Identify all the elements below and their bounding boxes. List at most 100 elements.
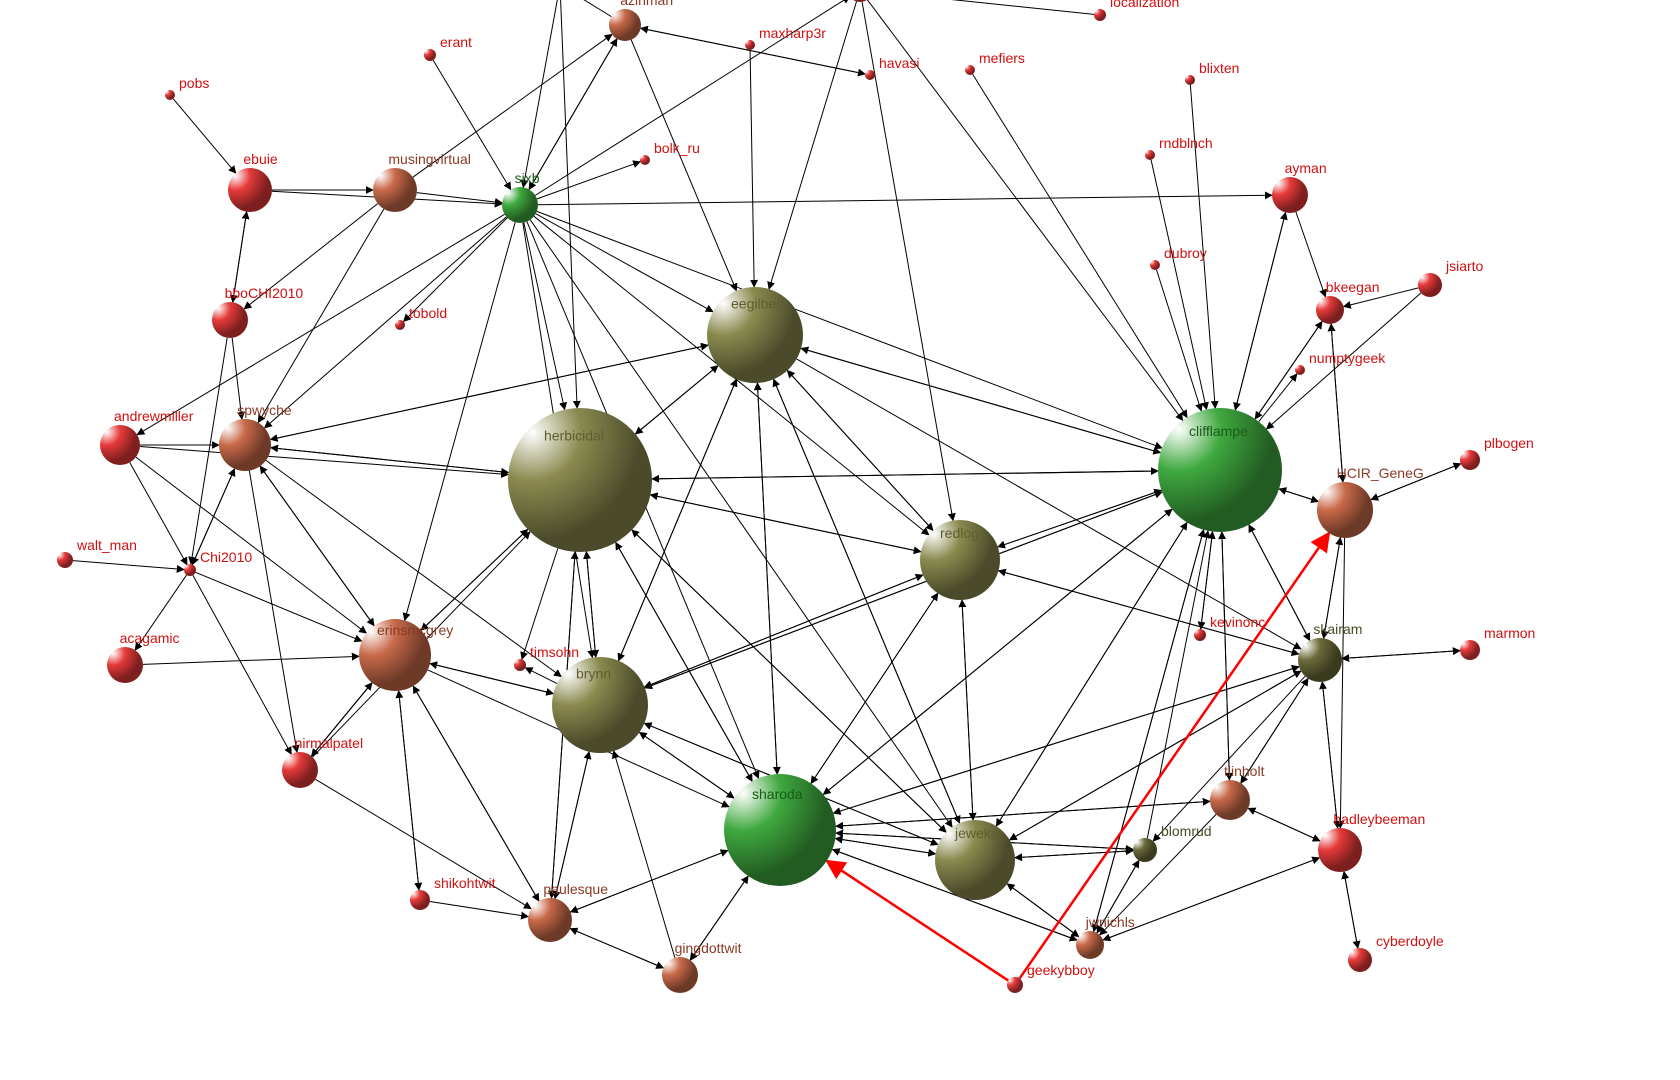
edge bbox=[270, 345, 708, 439]
label-bolk_ru: bolk_ru bbox=[654, 140, 700, 156]
node-bboCHI2010[interactable] bbox=[212, 302, 248, 338]
label-shikohtwit: shikohtwit bbox=[434, 875, 496, 891]
node-geekybboy[interactable] bbox=[1007, 977, 1023, 993]
label-HCIR_GeneG: HCIR_GeneG bbox=[1337, 465, 1424, 481]
node-acagamic[interactable] bbox=[107, 647, 143, 683]
edge bbox=[616, 543, 752, 782]
label-cyberdoyle: cyberdoyle bbox=[1376, 933, 1444, 949]
node-azinman[interactable] bbox=[609, 9, 641, 41]
node-dubroy[interactable] bbox=[1150, 260, 1160, 270]
edge bbox=[1342, 651, 1460, 659]
node-numptygeek[interactable] bbox=[1295, 365, 1305, 375]
edge bbox=[140, 447, 508, 475]
edge bbox=[862, 2, 953, 521]
edge bbox=[1340, 538, 1344, 828]
edge bbox=[193, 575, 291, 754]
node-timsohn[interactable] bbox=[514, 659, 526, 671]
edge bbox=[614, 751, 675, 958]
edge bbox=[537, 162, 640, 199]
label-andrewmiller: andrewmiller bbox=[114, 408, 194, 424]
edge bbox=[787, 370, 933, 530]
edge bbox=[645, 492, 1162, 688]
edge bbox=[271, 448, 509, 473]
node-paulesque[interactable] bbox=[528, 898, 572, 942]
edge bbox=[635, 366, 718, 434]
node-jsiarto[interactable] bbox=[1418, 273, 1442, 297]
node-cyberdoyle[interactable] bbox=[1348, 948, 1372, 972]
node-pobs[interactable] bbox=[165, 90, 175, 100]
label-musingvirtual: musingvirtual bbox=[388, 151, 470, 167]
node-kevinonc[interactable] bbox=[1194, 629, 1206, 641]
label-gingdottwit: gingdottwit bbox=[675, 940, 742, 956]
edge bbox=[1322, 682, 1337, 828]
node-nirmalpatel[interactable] bbox=[282, 752, 318, 788]
node-blomrud[interactable] bbox=[1133, 838, 1157, 862]
node-blixten[interactable] bbox=[1185, 75, 1195, 85]
node-musingvirtual[interactable] bbox=[373, 168, 417, 212]
label-blomrud: blomrud bbox=[1161, 823, 1212, 839]
edge bbox=[757, 383, 777, 774]
label-sharoda: sharoda bbox=[752, 786, 803, 802]
label-maxharp3r: maxharp3r bbox=[759, 25, 826, 41]
node-bkeegan[interactable] bbox=[1316, 296, 1344, 324]
node-andrewmiller[interactable] bbox=[100, 425, 140, 465]
label-bboCHI2010: bboCHI2010 bbox=[225, 285, 304, 301]
node-shikohtwit[interactable] bbox=[410, 890, 430, 910]
node-localization[interactable] bbox=[1094, 9, 1106, 21]
node-spwyche[interactable] bbox=[219, 419, 271, 471]
edge bbox=[641, 28, 865, 74]
label-mefiers: mefiers bbox=[979, 50, 1025, 66]
label-rndblnch: rndblnch bbox=[1159, 135, 1213, 151]
node-mefiers[interactable] bbox=[965, 65, 975, 75]
edge bbox=[137, 214, 504, 434]
node-jwnichls[interactable] bbox=[1076, 931, 1104, 959]
node-walt_man[interactable] bbox=[57, 552, 73, 568]
node-skairam[interactable] bbox=[1298, 638, 1342, 682]
edge bbox=[130, 462, 187, 564]
edge-highlighted bbox=[1020, 533, 1329, 978]
label-jsiarto: jsiarto bbox=[1445, 258, 1484, 274]
node-HCIR_GeneG[interactable] bbox=[1317, 482, 1373, 538]
node-marmon[interactable] bbox=[1460, 640, 1480, 660]
edge bbox=[570, 0, 611, 17]
highlighted-edge-layer bbox=[827, 533, 1329, 981]
node-erant[interactable] bbox=[424, 49, 436, 61]
label-jwnichls: jwnichls bbox=[1085, 914, 1135, 930]
node-ayman[interactable] bbox=[1272, 177, 1308, 213]
node-gingdottwit[interactable] bbox=[662, 957, 698, 993]
label-herbicidal: herbicidal bbox=[544, 427, 604, 443]
node-havasi[interactable] bbox=[865, 70, 875, 80]
edge bbox=[536, 214, 713, 312]
edge bbox=[523, 0, 558, 187]
label-spwyche: spwyche bbox=[237, 402, 292, 418]
node-layer bbox=[57, 0, 1480, 993]
edge bbox=[173, 99, 236, 173]
label-Chi2010: Chi2010 bbox=[200, 549, 252, 565]
node-Chi2010[interactable] bbox=[184, 564, 196, 576]
node-rndblnch[interactable] bbox=[1145, 150, 1155, 160]
node-plbogen[interactable] bbox=[1460, 450, 1480, 470]
node-ebuie[interactable] bbox=[228, 168, 272, 212]
edge bbox=[1010, 671, 1301, 840]
label-ebuie: ebuie bbox=[243, 151, 277, 167]
edge bbox=[537, 211, 1162, 448]
label-tlinholt: tlinholt bbox=[1224, 763, 1265, 779]
label-dubroy: dubroy bbox=[1164, 245, 1207, 261]
edge bbox=[430, 664, 553, 694]
label-timsohn: timsohn bbox=[530, 644, 579, 660]
label-sixb: sixb bbox=[515, 170, 540, 186]
node-bolk_ru[interactable] bbox=[640, 155, 650, 165]
edge bbox=[1222, 532, 1230, 780]
node-sixb[interactable] bbox=[502, 187, 538, 223]
node-maxharp3r[interactable] bbox=[745, 40, 755, 50]
node-tobold[interactable] bbox=[395, 320, 405, 330]
label-erinsmcgrey: erinsmcgrey bbox=[377, 622, 453, 638]
edge bbox=[405, 222, 516, 620]
label-tobold: tobold bbox=[409, 305, 447, 321]
label-bkeegan: bkeegan bbox=[1326, 279, 1380, 295]
node-tlinholt[interactable] bbox=[1210, 780, 1250, 820]
label-erant: erant bbox=[440, 34, 472, 50]
edge bbox=[645, 575, 923, 687]
node-hadleybeeman[interactable] bbox=[1318, 828, 1362, 872]
label-kevinonc: kevinonc bbox=[1210, 614, 1265, 630]
